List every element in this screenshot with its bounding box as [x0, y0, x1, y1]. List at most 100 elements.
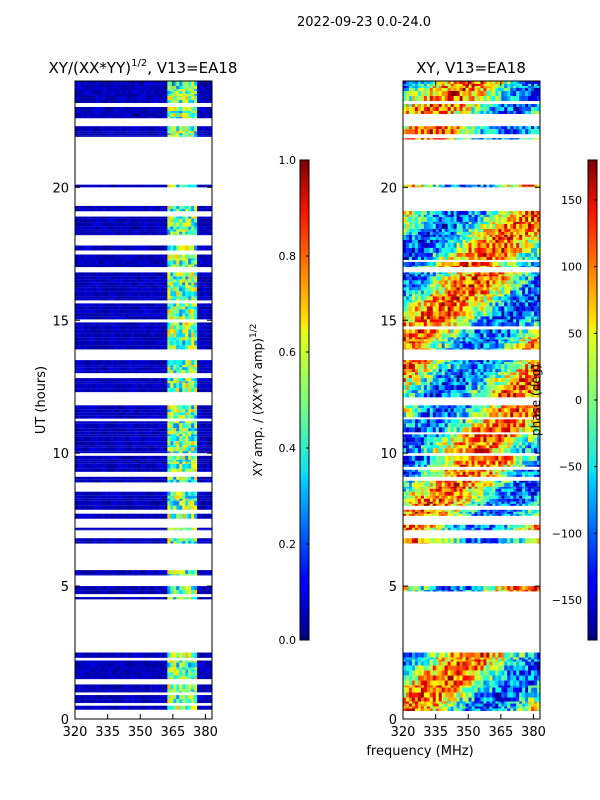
- data-cell: [134, 322, 138, 326]
- data-cell: [107, 445, 112, 448]
- data-cell: [209, 81, 212, 86]
- data-cell: [188, 325, 192, 330]
- data-cell: [128, 691, 132, 693]
- data-cell: [194, 254, 198, 259]
- data-cell: [113, 405, 118, 410]
- data-cell: [164, 590, 168, 595]
- data-cell: [125, 285, 130, 288]
- data-cell: [206, 272, 210, 277]
- data-cell: [131, 333, 135, 338]
- data-cell: [77, 662, 82, 668]
- data-cell: [164, 541, 168, 544]
- data-cell: [75, 495, 79, 499]
- data-cell: [173, 468, 177, 472]
- data-cell: [89, 436, 94, 442]
- data-cell: [155, 303, 159, 307]
- data-cell: [95, 428, 100, 432]
- data-cell: [116, 329, 121, 334]
- data-cell: [83, 381, 88, 384]
- data-cell: [75, 285, 79, 288]
- data-cell: [134, 415, 138, 419]
- data-cell: [125, 428, 130, 432]
- data-cell: [80, 340, 85, 346]
- data-cell: [75, 360, 79, 366]
- data-cell: [125, 479, 130, 483]
- data-cell: [152, 329, 156, 334]
- data-cell: [119, 365, 124, 368]
- data-cell: [200, 264, 204, 267]
- data-cell: [170, 378, 174, 382]
- data-cell: [75, 208, 79, 212]
- data-cell: [149, 287, 153, 292]
- data-cell: [101, 669, 106, 673]
- data-cell: [146, 86, 150, 89]
- data-cell: [89, 303, 94, 307]
- data-cell: [176, 367, 180, 371]
- data-cell: [155, 538, 159, 542]
- data-cell: [164, 229, 168, 232]
- data-cell: [116, 662, 121, 668]
- data-cell: [137, 264, 141, 267]
- data-cell: [116, 505, 121, 510]
- data-cell: [170, 570, 174, 575]
- data-cell: [131, 415, 135, 419]
- data-cell: [92, 667, 97, 670]
- data-cell: [104, 337, 109, 341]
- data-cell: [152, 89, 156, 91]
- data-cell: [164, 441, 168, 446]
- data-cell: [161, 222, 165, 227]
- data-cell: [188, 388, 192, 393]
- data-cell: [149, 245, 153, 251]
- data-cell: [182, 264, 186, 267]
- data-cell: [188, 541, 192, 544]
- data-cell: [179, 316, 183, 320]
- data-cell: [203, 276, 207, 280]
- data-cell: [203, 91, 207, 94]
- data-cell: [203, 652, 207, 658]
- data-cell: [167, 370, 171, 374]
- data-cell: [164, 495, 168, 499]
- data-cell: [95, 455, 100, 460]
- data-cell: [185, 287, 189, 292]
- data-cell: [158, 333, 162, 338]
- data-cell: [164, 409, 168, 413]
- data-cell: [113, 276, 118, 280]
- data-cell: [194, 675, 198, 678]
- data-cell: [75, 107, 79, 111]
- data-cell: [92, 126, 97, 132]
- data-cell: [98, 226, 103, 230]
- data-cell: [170, 287, 174, 292]
- data-cell: [176, 218, 180, 223]
- data-cell: [146, 597, 150, 600]
- data-cell: [149, 695, 153, 700]
- data-cell: [140, 322, 144, 326]
- data-cell: [80, 126, 85, 132]
- data-cell: [86, 96, 91, 100]
- data-cell: [77, 689, 82, 692]
- data-cell: [152, 285, 156, 288]
- data-cell: [173, 258, 177, 261]
- data-cell: [173, 415, 177, 419]
- data-cell: [200, 669, 204, 673]
- data-cell: [200, 447, 204, 452]
- data-cell: [137, 91, 141, 94]
- data-cell: [206, 360, 210, 366]
- data-cell: [119, 133, 124, 136]
- data-cell: [128, 513, 132, 519]
- data-cell: [185, 91, 189, 94]
- data-cell: [191, 677, 195, 680]
- data-cell: [206, 333, 210, 338]
- data-cell: [107, 291, 112, 297]
- data-cell: [101, 468, 106, 472]
- data-cell: [98, 505, 103, 510]
- data-cell: [134, 298, 138, 301]
- data-cell: [83, 388, 88, 393]
- data-cell: [176, 91, 180, 94]
- data-cell: [167, 495, 171, 499]
- data-cell: [188, 287, 192, 292]
- data-cell: [155, 412, 159, 416]
- data-cell: [113, 287, 118, 292]
- data-cell: [185, 285, 189, 288]
- data-cell: [89, 322, 94, 326]
- data-cell: [209, 383, 212, 389]
